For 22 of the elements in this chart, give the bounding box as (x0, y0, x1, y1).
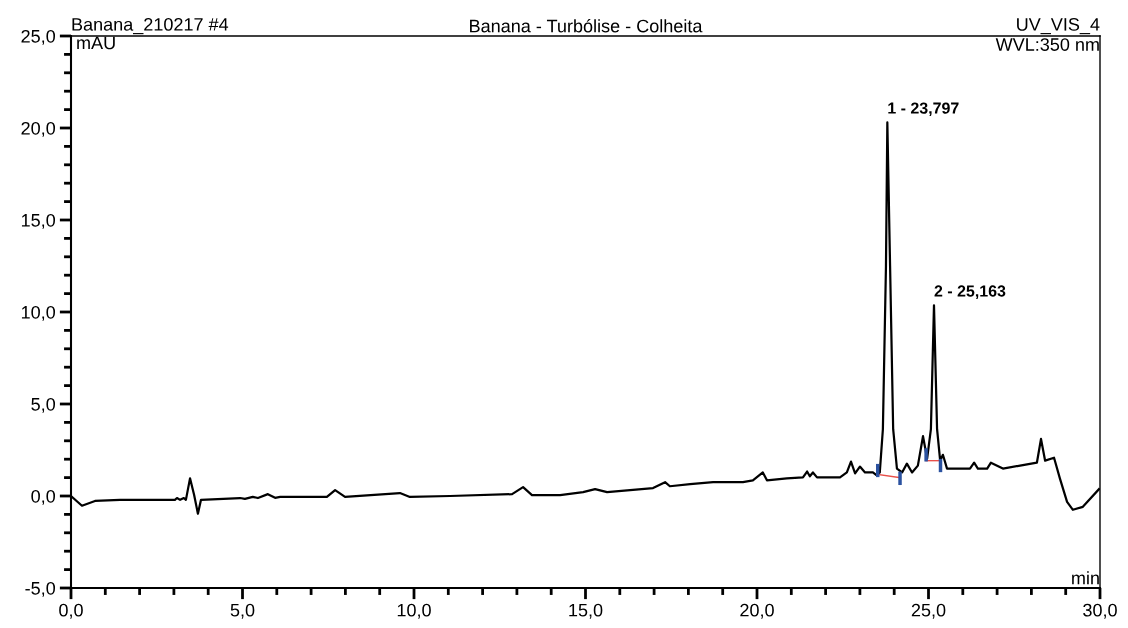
x-tick-label: 20,0 (740, 603, 774, 619)
x-tick-label: 5,0 (230, 603, 255, 619)
text: Banana_210217 #4 (72, 17, 229, 35)
y-tick-label: -5,0 (25, 581, 56, 597)
x-tick-label: 15,0 (569, 603, 603, 619)
y-tick-label: 25,0 (21, 29, 56, 45)
annotation: WVL:350 nm (995, 38, 1099, 51)
annotation: 1 - 23,797 (888, 102, 959, 117)
y-axis-title: mAU (77, 36, 115, 50)
x-tick-label: 0,0 (59, 603, 83, 619)
x-axis-title: min (1072, 571, 1099, 585)
y-tick-label: 20,0 (21, 121, 56, 137)
annotation: 2 - 25,163 (934, 285, 1006, 299)
y-tick-label: 15,0 (21, 213, 56, 229)
x-tick-label: 30,0 (1083, 603, 1117, 619)
y-tick-label: 10,0 (21, 305, 56, 321)
x-tick-label: 10,0 (397, 603, 431, 619)
text: UV_VIS_4 (1017, 17, 1100, 35)
y-tick-label: 0,0 (31, 489, 56, 505)
x-tick-label: 25,0 (911, 603, 946, 619)
chart-title: Banana - Turbólise - Colheita (470, 18, 703, 33)
y-tick-label: 5,0 (31, 397, 56, 413)
